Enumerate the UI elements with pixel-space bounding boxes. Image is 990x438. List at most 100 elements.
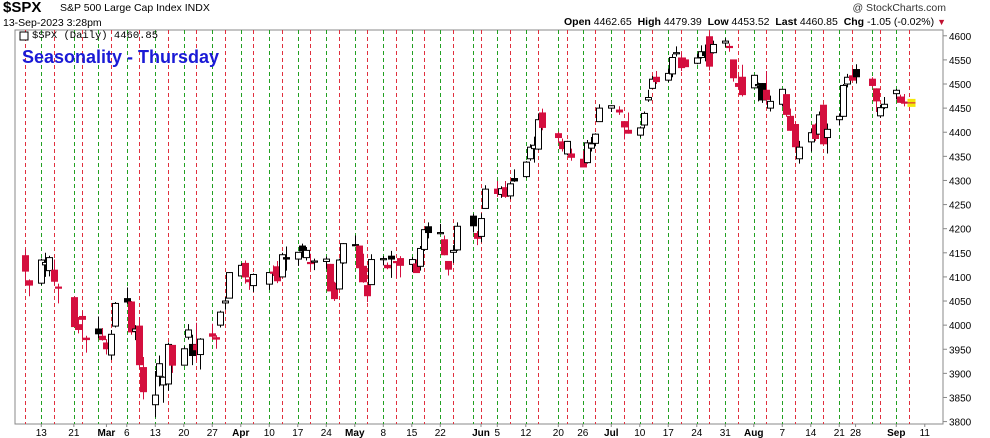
candle [99, 328, 106, 341]
candle [730, 59, 737, 82]
x-tick-label: May [345, 428, 365, 438]
y-tick-label: 3950 [949, 345, 972, 356]
candle [213, 335, 220, 349]
candle-body [79, 315, 86, 320]
y-tick-label: 4300 [949, 176, 972, 187]
candle [38, 258, 45, 286]
candle [840, 84, 847, 117]
candle-body [796, 146, 803, 160]
candle-body [283, 257, 290, 260]
x-tick-label: 17 [292, 428, 304, 438]
x-tick-label: 12 [520, 428, 532, 438]
candle [437, 223, 444, 235]
candle [873, 88, 880, 112]
candle [682, 57, 689, 68]
candle [384, 262, 391, 270]
candle [836, 113, 843, 126]
x-tick-label: 11 [920, 428, 931, 438]
y-tick-label: 4350 [949, 152, 972, 163]
candle-body [197, 338, 204, 356]
candle-body [152, 394, 159, 406]
candle-body [99, 335, 106, 341]
candle [824, 123, 831, 154]
candle-body [242, 262, 249, 278]
y-tick-label: 4450 [949, 104, 972, 115]
candle-body [181, 348, 188, 366]
candle-body [849, 75, 856, 81]
candle [454, 222, 461, 251]
candle-body [710, 43, 717, 54]
candle [665, 68, 672, 83]
candle [266, 272, 273, 290]
exchange-name: INDX [184, 2, 210, 14]
x-tick-label: 10 [634, 428, 646, 438]
y-tick-label: 4150 [949, 249, 972, 260]
x-tick-label: Apr [232, 428, 249, 438]
candle [242, 260, 249, 284]
candle-body [340, 243, 347, 264]
y-tick-label: 3850 [949, 393, 972, 404]
x-tick-label: 21 [834, 428, 846, 438]
candle-body [539, 112, 546, 128]
candle-body [185, 329, 192, 338]
candle [710, 40, 717, 54]
x-tick-label: 6 [124, 428, 130, 438]
candle [897, 94, 904, 103]
candle-body [209, 333, 216, 337]
x-tick-label: Jul [604, 428, 619, 438]
candle-body [555, 133, 562, 139]
candle [380, 256, 387, 266]
candle [51, 259, 58, 286]
candle [295, 251, 302, 266]
candle-body [637, 127, 644, 136]
candle-body [853, 69, 860, 78]
candle-body [295, 251, 302, 260]
candle [539, 108, 546, 131]
candle-body [71, 297, 78, 328]
candle [181, 346, 188, 366]
candle-body [751, 74, 758, 89]
candle [555, 131, 562, 143]
candle [425, 222, 432, 239]
candle [226, 272, 233, 299]
candle [881, 97, 888, 110]
x-tick-label: 20 [553, 428, 565, 438]
candle [112, 301, 119, 328]
candle-body [535, 119, 542, 150]
candle-body [388, 255, 395, 260]
candle [869, 77, 876, 88]
candle [820, 104, 827, 145]
candle-body [421, 229, 428, 250]
candle-body [608, 105, 615, 109]
candle-body [893, 89, 900, 95]
candle [523, 161, 530, 179]
candle-body [156, 363, 163, 377]
candle-body [682, 59, 689, 68]
candle-body [112, 302, 119, 327]
candle-body [360, 265, 367, 283]
candle [136, 316, 143, 370]
candle-body [824, 128, 831, 139]
candle [283, 246, 290, 271]
candle [673, 46, 680, 57]
candle [140, 356, 147, 400]
candle-body [441, 239, 448, 256]
candle [450, 245, 457, 263]
x-tick-label: 15 [406, 428, 418, 438]
y-tick-label: 4100 [949, 273, 972, 284]
candle [124, 287, 131, 304]
candle-body [877, 107, 884, 117]
candle [608, 105, 615, 112]
candle-body [649, 78, 656, 89]
x-tick-label: Mar [98, 428, 116, 438]
candle [637, 126, 644, 138]
x-tick-label: 20 [178, 428, 190, 438]
candle [368, 254, 375, 286]
down-arrow-icon: ▼ [937, 17, 946, 27]
candle-body [128, 301, 135, 333]
candle [397, 256, 404, 278]
candle [535, 113, 542, 151]
candle [669, 54, 676, 78]
x-tick-label: 14 [805, 428, 817, 438]
candle-body [450, 249, 457, 253]
